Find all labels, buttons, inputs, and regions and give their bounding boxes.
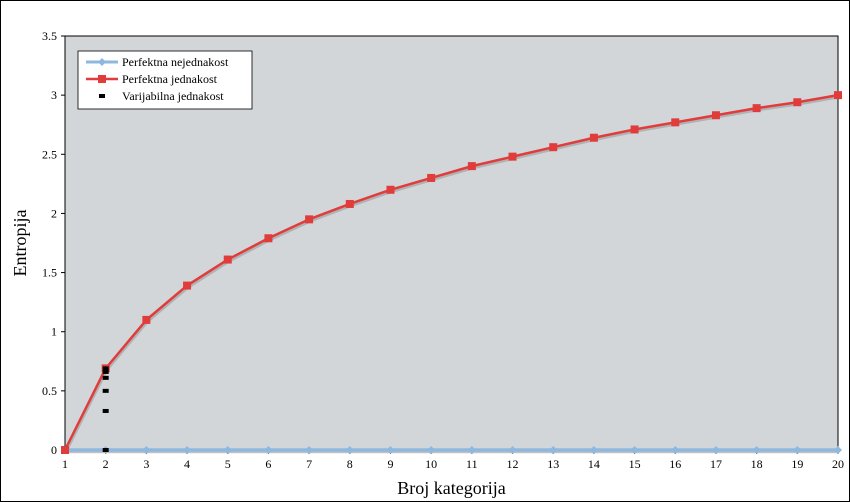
data-point [223,255,232,264]
data-point [305,446,314,454]
data-point [834,446,842,454]
x-tick-label: 20 [832,457,844,471]
data-point [508,152,517,161]
axes: 00.511.522.533.51 2 3 4 5 6 7 8 9 10 11 12 13 14 15 16 1… [42,29,844,471]
data-point [467,162,476,171]
x-axis-title: Broj kategorija [397,478,505,498]
series-line-shadow [64,95,840,453]
series-layer [61,91,842,454]
data-point [142,315,151,324]
x-tick-label: 9 [387,457,393,471]
data-point [671,118,680,127]
x-tick-label: 8 [347,457,353,471]
data-point [549,143,558,152]
data-point [427,173,436,182]
x-tick-label: 2 [103,457,109,471]
data-point [102,388,109,393]
data-point [102,375,109,380]
x-tick-label: 3 [143,457,149,471]
data-point [305,215,314,224]
legend-label: Perfektna jednakost [122,72,218,86]
data-point [142,446,151,454]
data-point [102,408,109,413]
x-tick-label: 11 [466,457,478,471]
data-point [427,446,436,454]
data-point [630,125,639,134]
data-point [711,446,720,454]
x-tick-label: 6 [265,457,271,471]
data-point [102,366,109,371]
y-tick-label: 3 [51,88,57,102]
y-tick-label: 1 [51,325,57,339]
data-point [345,446,354,454]
series-1 [61,446,842,454]
series-line [63,93,839,451]
series-3 [102,366,109,452]
data-point [102,369,109,374]
data-point [467,446,476,454]
x-tick-label: 5 [225,457,231,471]
legend: Perfektna nejednakost Perfektna jednakost… [77,50,253,110]
data-point [834,91,842,100]
data-point [61,446,69,454]
data-point [386,185,395,194]
y-tick-label: 1.5 [42,266,57,280]
data-point [386,446,395,454]
data-point [264,446,273,454]
data-point [264,234,273,243]
y-tick-label: 2 [51,206,57,220]
data-point [752,104,761,113]
data-point [223,446,232,454]
data-point [345,199,354,208]
data-point [752,446,761,454]
data-point [589,133,598,142]
x-tick-label: 13 [547,457,559,471]
legend-label: Perfektna nejednakost [122,55,229,69]
x-tick-label: 18 [751,457,763,471]
x-tick-label: 12 [507,457,519,471]
data-point [183,281,192,290]
legend-label: Varijabilna jednakost [122,89,224,103]
y-axis-title: Entropija [10,210,30,277]
data-point [549,446,558,454]
data-point [630,446,639,454]
data-point [793,98,802,107]
data-point [711,111,720,120]
data-point [671,446,680,454]
x-tick-label: 19 [791,457,803,471]
x-tick-label: 15 [629,457,641,471]
data-point [589,446,598,454]
y-tick-label: 0 [51,443,57,457]
x-tick-label: 16 [669,457,681,471]
legend-marker [98,75,106,83]
data-point [793,446,802,454]
data-point [102,448,109,452]
legend-marker [99,94,105,98]
data-point [183,446,192,454]
y-tick-label: 2.5 [42,147,57,161]
series-2 [61,91,842,454]
x-tick-label: 10 [425,457,437,471]
x-tick-label: 1 [62,457,68,471]
x-tick-label: 14 [588,457,600,471]
data-point [508,446,517,454]
x-tick-label: 4 [184,457,190,471]
x-tick-label: 7 [306,457,312,471]
legend-marker [98,58,106,66]
y-tick-label: 0.5 [42,384,57,398]
y-tick-label: 3.5 [42,29,57,43]
x-tick-label: 17 [710,457,722,471]
